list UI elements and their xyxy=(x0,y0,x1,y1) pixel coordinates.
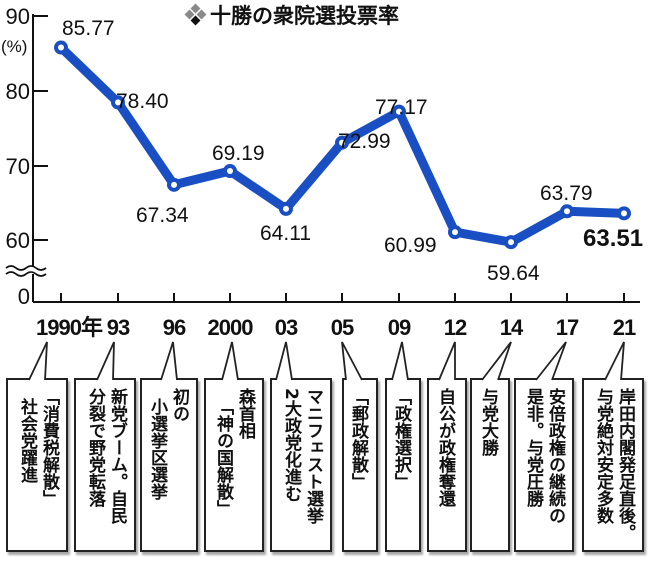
chart-title-text: 十勝の衆院選投票率 xyxy=(210,4,399,28)
data-label: 78.40 xyxy=(116,90,169,113)
x-tick-label: 14 xyxy=(500,315,524,340)
callout-line: 「政権選択」 xyxy=(391,388,411,490)
event-callouts: 「消費税解散」 社会党躍進 新党ブーム。自民 分裂で野党転落 初の 小選挙区選挙 森首相 「神… xyxy=(0,340,650,564)
callout-line: 社会党躍進 xyxy=(17,398,37,483)
x-tick-label: 93 xyxy=(107,315,130,340)
line-chart: 90 80 70 60 0 (%) 1990年 93 96 2000 03 05 09 12 14 17 21 8… xyxy=(1,4,643,340)
data-point-dot xyxy=(396,108,402,115)
callout-2003: マニフェスト選挙 2大政党化進む xyxy=(270,378,332,552)
data-point-dot xyxy=(452,229,458,236)
callout-line: 是非。与党圧勝 xyxy=(523,388,543,507)
x-tick-label: 96 xyxy=(163,315,186,340)
callout-text: 岸田内閣発足直後。 与党絶対安定多数 xyxy=(592,388,636,541)
callout-line: 2大政党化進む xyxy=(281,388,301,502)
callout-pointer xyxy=(160,341,178,381)
callout-line: マニフェスト選挙 xyxy=(303,388,323,524)
y-tick-label: 0 xyxy=(18,284,30,309)
callout-text: 初の 小選挙区選挙 xyxy=(146,388,190,500)
data-point-dot xyxy=(339,139,345,146)
callout-text: 自公が政権奪還 xyxy=(434,388,456,507)
callout-line: 小選挙区選挙 xyxy=(147,398,167,500)
x-tick-label: 03 xyxy=(275,315,298,340)
data-point-dot xyxy=(621,210,627,217)
callout-pointers xyxy=(28,341,625,381)
callout-text: マニフェスト選挙 2大政党化進む xyxy=(280,388,324,524)
callout-2017: 安倍政権の継続の 是非。与党圧勝 xyxy=(514,378,574,552)
callout-text: 森首相 「神の国解散」 xyxy=(212,388,256,517)
callout-line: 与党絶対安定多数 xyxy=(593,388,613,524)
callout-1996: 初の 小選挙区選挙 xyxy=(140,378,198,552)
x-tick-label: 09 xyxy=(388,315,411,340)
data-point-dot xyxy=(115,99,121,106)
data-label: 77.17 xyxy=(375,96,428,119)
callout-text: 新党ブーム。自民 分裂で野党転落 xyxy=(84,388,128,524)
callout-1993: 新党ブーム。自民 分裂で野党転落 xyxy=(74,378,136,552)
callout-line: 「神の国解散」 xyxy=(213,398,233,517)
callout-pointer xyxy=(438,341,456,381)
y-tick-label: 70 xyxy=(6,154,30,179)
callout-line: 岸田内閣発足直後。 xyxy=(615,388,635,541)
y-tick-label: 90 xyxy=(6,4,30,29)
data-point-dot xyxy=(58,44,64,51)
y-unit-label: (%) xyxy=(1,37,27,56)
callout-pointer xyxy=(535,341,567,381)
callout-text: 「消費税解散」 社会党躍進 xyxy=(16,388,60,507)
callout-line: 与党大勝 xyxy=(478,388,498,456)
callout-line: 自公が政権奪還 xyxy=(435,388,455,507)
data-label: 69.19 xyxy=(212,142,265,165)
y-tick-label: 80 xyxy=(6,79,30,104)
data-point-dot xyxy=(564,208,570,215)
callout-pointer xyxy=(275,341,293,381)
data-label: 63.79 xyxy=(540,182,593,205)
data-label: 67.34 xyxy=(136,204,189,227)
callout-line: 「郵政解散」 xyxy=(348,388,368,490)
callout-2021: 岸田内閣発足直後。 与党絶対安定多数 xyxy=(582,378,644,552)
data-label: 64.11 xyxy=(260,222,311,245)
chart-title: 十勝の衆院選投票率 xyxy=(184,2,399,28)
callout-text: 安倍政権の継続の 是非。与党圧勝 xyxy=(522,388,566,524)
x-tick-label: 21 xyxy=(613,315,636,340)
x-tick-label: 12 xyxy=(444,315,467,340)
data-point-dot xyxy=(227,168,233,175)
data-label: 59.64 xyxy=(487,262,540,285)
data-label: 85.77 xyxy=(62,17,115,40)
callout-line: 新党ブーム。自民 xyxy=(107,388,127,524)
callout-pointer xyxy=(96,341,115,381)
callout-pointer xyxy=(341,341,363,381)
callout-text: 「郵政解散」 xyxy=(347,388,369,490)
callout-pointer xyxy=(481,341,512,381)
callout-pointer xyxy=(221,341,239,381)
callout-line: 「消費税解散」 xyxy=(39,388,59,507)
data-label: 63.51 xyxy=(583,225,643,252)
callout-2014: 与党大勝 xyxy=(470,378,510,552)
data-label: 60.99 xyxy=(384,234,437,257)
callout-text: 「政権選択」 xyxy=(390,388,412,490)
data-point-dot xyxy=(171,181,177,188)
callout-2009: 「政権選択」 xyxy=(385,378,421,552)
data-label: 72.99 xyxy=(338,130,391,153)
data-point-dot xyxy=(283,205,289,212)
callout-line: 安倍政権の継続の xyxy=(545,388,565,524)
x-tick-label: 2000 xyxy=(208,315,254,340)
callout-2000: 森首相 「神の国解散」 xyxy=(204,378,264,552)
callout-pointer xyxy=(604,341,625,381)
callout-1990: 「消費税解散」 社会党躍進 xyxy=(6,378,68,552)
callout-line: 森首相 xyxy=(235,388,255,439)
y-tick-label: 60 xyxy=(6,228,30,253)
x-tick-label: 17 xyxy=(556,315,579,340)
callout-line: 初の xyxy=(169,388,189,422)
callout-pointer xyxy=(28,341,48,381)
x-tick-label: 05 xyxy=(331,315,354,340)
callout-2012: 自公が政権奪還 xyxy=(427,378,467,552)
x-tick-label: 1990年 xyxy=(36,315,103,340)
callout-2005: 「郵政解散」 xyxy=(342,378,378,552)
data-point-dot xyxy=(508,239,514,246)
callout-line: 分裂で野党転落 xyxy=(85,388,105,507)
callout-pointer xyxy=(391,341,409,381)
wavy-break-icon xyxy=(5,265,47,277)
callout-text: 与党大勝 xyxy=(477,388,499,456)
